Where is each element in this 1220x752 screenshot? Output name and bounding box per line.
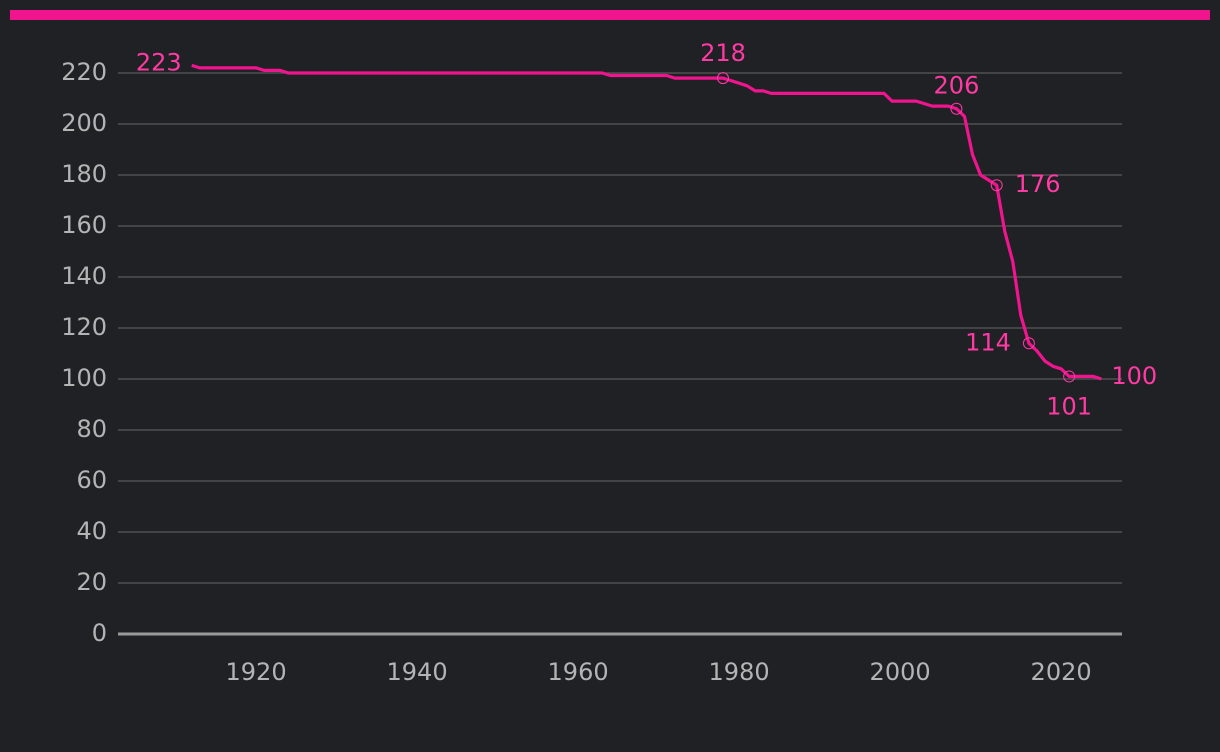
y-tick-label: 220 (61, 58, 107, 86)
x-tick-label: 1980 (709, 658, 770, 686)
point-marker (716, 72, 729, 85)
y-tick-label: 140 (61, 262, 107, 290)
y-tick-label: 0 (92, 619, 107, 647)
y-tick-label: 120 (61, 313, 107, 341)
data-label: 101 (1046, 392, 1092, 420)
x-tick-label: 2020 (1031, 658, 1092, 686)
data-label: 100 (1111, 362, 1157, 390)
y-tick-label: 180 (61, 160, 107, 188)
data-label: 114 (965, 328, 1011, 356)
data-label: 218 (700, 39, 746, 67)
point-marker (990, 179, 1003, 192)
y-tick-label: 200 (61, 109, 107, 137)
y-tick-label: 20 (76, 568, 107, 596)
x-tick-label: 1960 (548, 658, 609, 686)
x-tick-label: 1940 (387, 658, 448, 686)
line (191, 63, 1102, 381)
point-marker (950, 102, 963, 115)
y-tick-label: 160 (61, 211, 107, 239)
x-tick-label: 2000 (870, 658, 931, 686)
y-tick-label: 100 (61, 364, 107, 392)
x-tick-label: 1920 (226, 658, 287, 686)
data-label: 223 (136, 48, 182, 76)
y-tick-label: 40 (76, 517, 107, 545)
y-tick-label: 60 (76, 466, 107, 494)
point-marker (1022, 337, 1035, 350)
top-bar (10, 10, 1210, 20)
y-tick-label: 80 (76, 415, 107, 443)
data-label: 206 (934, 72, 980, 100)
data-label: 176 (1015, 170, 1061, 198)
point-marker (1063, 370, 1076, 383)
